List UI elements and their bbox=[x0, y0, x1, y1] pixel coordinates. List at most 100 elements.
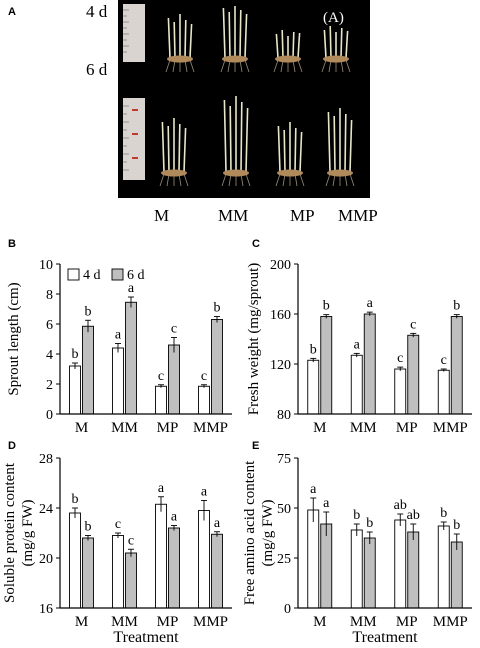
sprout-groups bbox=[159, 6, 355, 187]
x-axis-label: Treatment bbox=[113, 629, 179, 646]
bar bbox=[155, 503, 167, 609]
y-axis-label: Free amino acid content bbox=[242, 460, 258, 605]
sprout-shoot bbox=[275, 33, 279, 59]
sprout-shoot bbox=[229, 105, 232, 173]
seed-cluster bbox=[222, 55, 248, 63]
seed-cluster bbox=[161, 169, 187, 177]
sprout-root bbox=[349, 173, 355, 187]
seed-cluster bbox=[275, 55, 301, 63]
y-axis-label: Soluble protein content bbox=[2, 462, 18, 603]
bar bbox=[198, 385, 210, 415]
bar bbox=[168, 344, 180, 415]
sprout-group bbox=[159, 118, 189, 187]
chart-sprout-length: 0 2 4 6 8 10 b b Ma a MM c c MP c b MMP Sprout length (cm… bbox=[6, 258, 232, 436]
sprout-shoot bbox=[240, 101, 243, 173]
sprout-shoot bbox=[184, 19, 187, 59]
significance-letter: a bbox=[323, 496, 330, 511]
significance-letter: a bbox=[171, 510, 178, 525]
sprout-photo: (A) bbox=[118, 0, 370, 198]
y-tick-label: 8 bbox=[46, 288, 53, 303]
sprout-root bbox=[244, 59, 250, 73]
bar bbox=[407, 334, 420, 415]
photo-treatment-mp: MP bbox=[290, 206, 315, 225]
significance-letter: b bbox=[214, 301, 221, 316]
bar bbox=[394, 519, 407, 609]
sprout-root bbox=[221, 173, 227, 187]
x-tick-label: MMP bbox=[433, 614, 468, 630]
significance-letter: ab bbox=[407, 508, 420, 523]
seed-cluster bbox=[167, 55, 193, 63]
panel-letter-a: A bbox=[8, 6, 16, 18]
significance-letter: b bbox=[85, 304, 92, 319]
day-label-4d: 4 d bbox=[86, 2, 108, 21]
y-tick-label: 16 bbox=[39, 602, 53, 617]
sprout-shoot bbox=[239, 9, 242, 59]
y-tick-label: 10 bbox=[39, 258, 53, 273]
panel-letter-c: C bbox=[252, 238, 260, 250]
panel-letter-b: B bbox=[8, 238, 16, 250]
sprout-group bbox=[221, 96, 251, 187]
sprout-root bbox=[189, 59, 195, 73]
significance-letter: a bbox=[115, 328, 122, 343]
sprout-shoot bbox=[223, 99, 227, 173]
sprout-shoot bbox=[178, 123, 181, 173]
significance-letter: a bbox=[201, 485, 208, 500]
legend-swatch bbox=[111, 268, 124, 281]
bar bbox=[307, 359, 320, 415]
bar bbox=[450, 316, 463, 415]
bar bbox=[211, 319, 223, 415]
y-tick-label: 28 bbox=[39, 452, 53, 467]
ruler-ticks bbox=[123, 9, 129, 171]
bar bbox=[211, 533, 223, 609]
significance-letter: a bbox=[310, 482, 317, 497]
x-tick-label: MP bbox=[157, 420, 179, 436]
x-tick-label: MMP bbox=[193, 614, 228, 630]
significance-letter: ab bbox=[394, 498, 407, 513]
sprout-shoot bbox=[189, 23, 193, 59]
significance-letter: a bbox=[367, 296, 374, 311]
photo-treatment-mm: MM bbox=[218, 206, 249, 225]
day-label-6d: 6 d bbox=[86, 60, 108, 79]
sprout-root bbox=[345, 59, 351, 73]
photo-label: (A) bbox=[323, 10, 344, 26]
bar bbox=[168, 527, 180, 609]
y-axis-label: (mg/g FW) bbox=[260, 499, 276, 566]
significance-letter: b bbox=[72, 347, 79, 362]
significance-letter: a bbox=[158, 481, 165, 496]
significance-letter: a bbox=[214, 516, 221, 531]
panel-letter-e: E bbox=[252, 440, 260, 452]
y-tick-label: 75 bbox=[277, 452, 291, 467]
sprout-shoot bbox=[228, 11, 231, 59]
ruler-bottom bbox=[123, 98, 145, 180]
significance-letter: b bbox=[85, 520, 92, 535]
sprout-shoot bbox=[297, 32, 301, 59]
significance-letter: b bbox=[310, 342, 317, 357]
y-tick-label: 0 bbox=[284, 602, 291, 617]
sprout-shoot bbox=[344, 113, 347, 173]
bar bbox=[125, 552, 137, 609]
significance-letter: c bbox=[201, 369, 207, 384]
seed-cluster bbox=[323, 55, 349, 63]
photo-treatment-mmp: MMP bbox=[338, 206, 378, 225]
bar bbox=[437, 525, 450, 609]
sprout-shoot bbox=[222, 7, 226, 59]
x-tick-label: M bbox=[75, 420, 88, 436]
significance-letter: b bbox=[72, 492, 79, 507]
y-tick-label: 50 bbox=[277, 502, 291, 517]
y-tick-label: 0 bbox=[46, 408, 53, 423]
sprout-shoot bbox=[167, 125, 170, 173]
sprout-group bbox=[275, 122, 305, 187]
legend-label: 4 d bbox=[83, 268, 101, 283]
sprout-group bbox=[220, 6, 250, 73]
legend-label: 6 d bbox=[127, 268, 145, 283]
ruler-top bbox=[123, 4, 145, 62]
sprout-shoot bbox=[340, 27, 343, 59]
significance-letter: c bbox=[441, 353, 447, 368]
bar bbox=[307, 509, 320, 609]
significance-letter: c bbox=[128, 533, 134, 548]
x-tick-label: M bbox=[313, 614, 326, 630]
y-tick-label: 20 bbox=[39, 552, 53, 567]
bar bbox=[112, 347, 124, 415]
bar bbox=[450, 541, 463, 609]
